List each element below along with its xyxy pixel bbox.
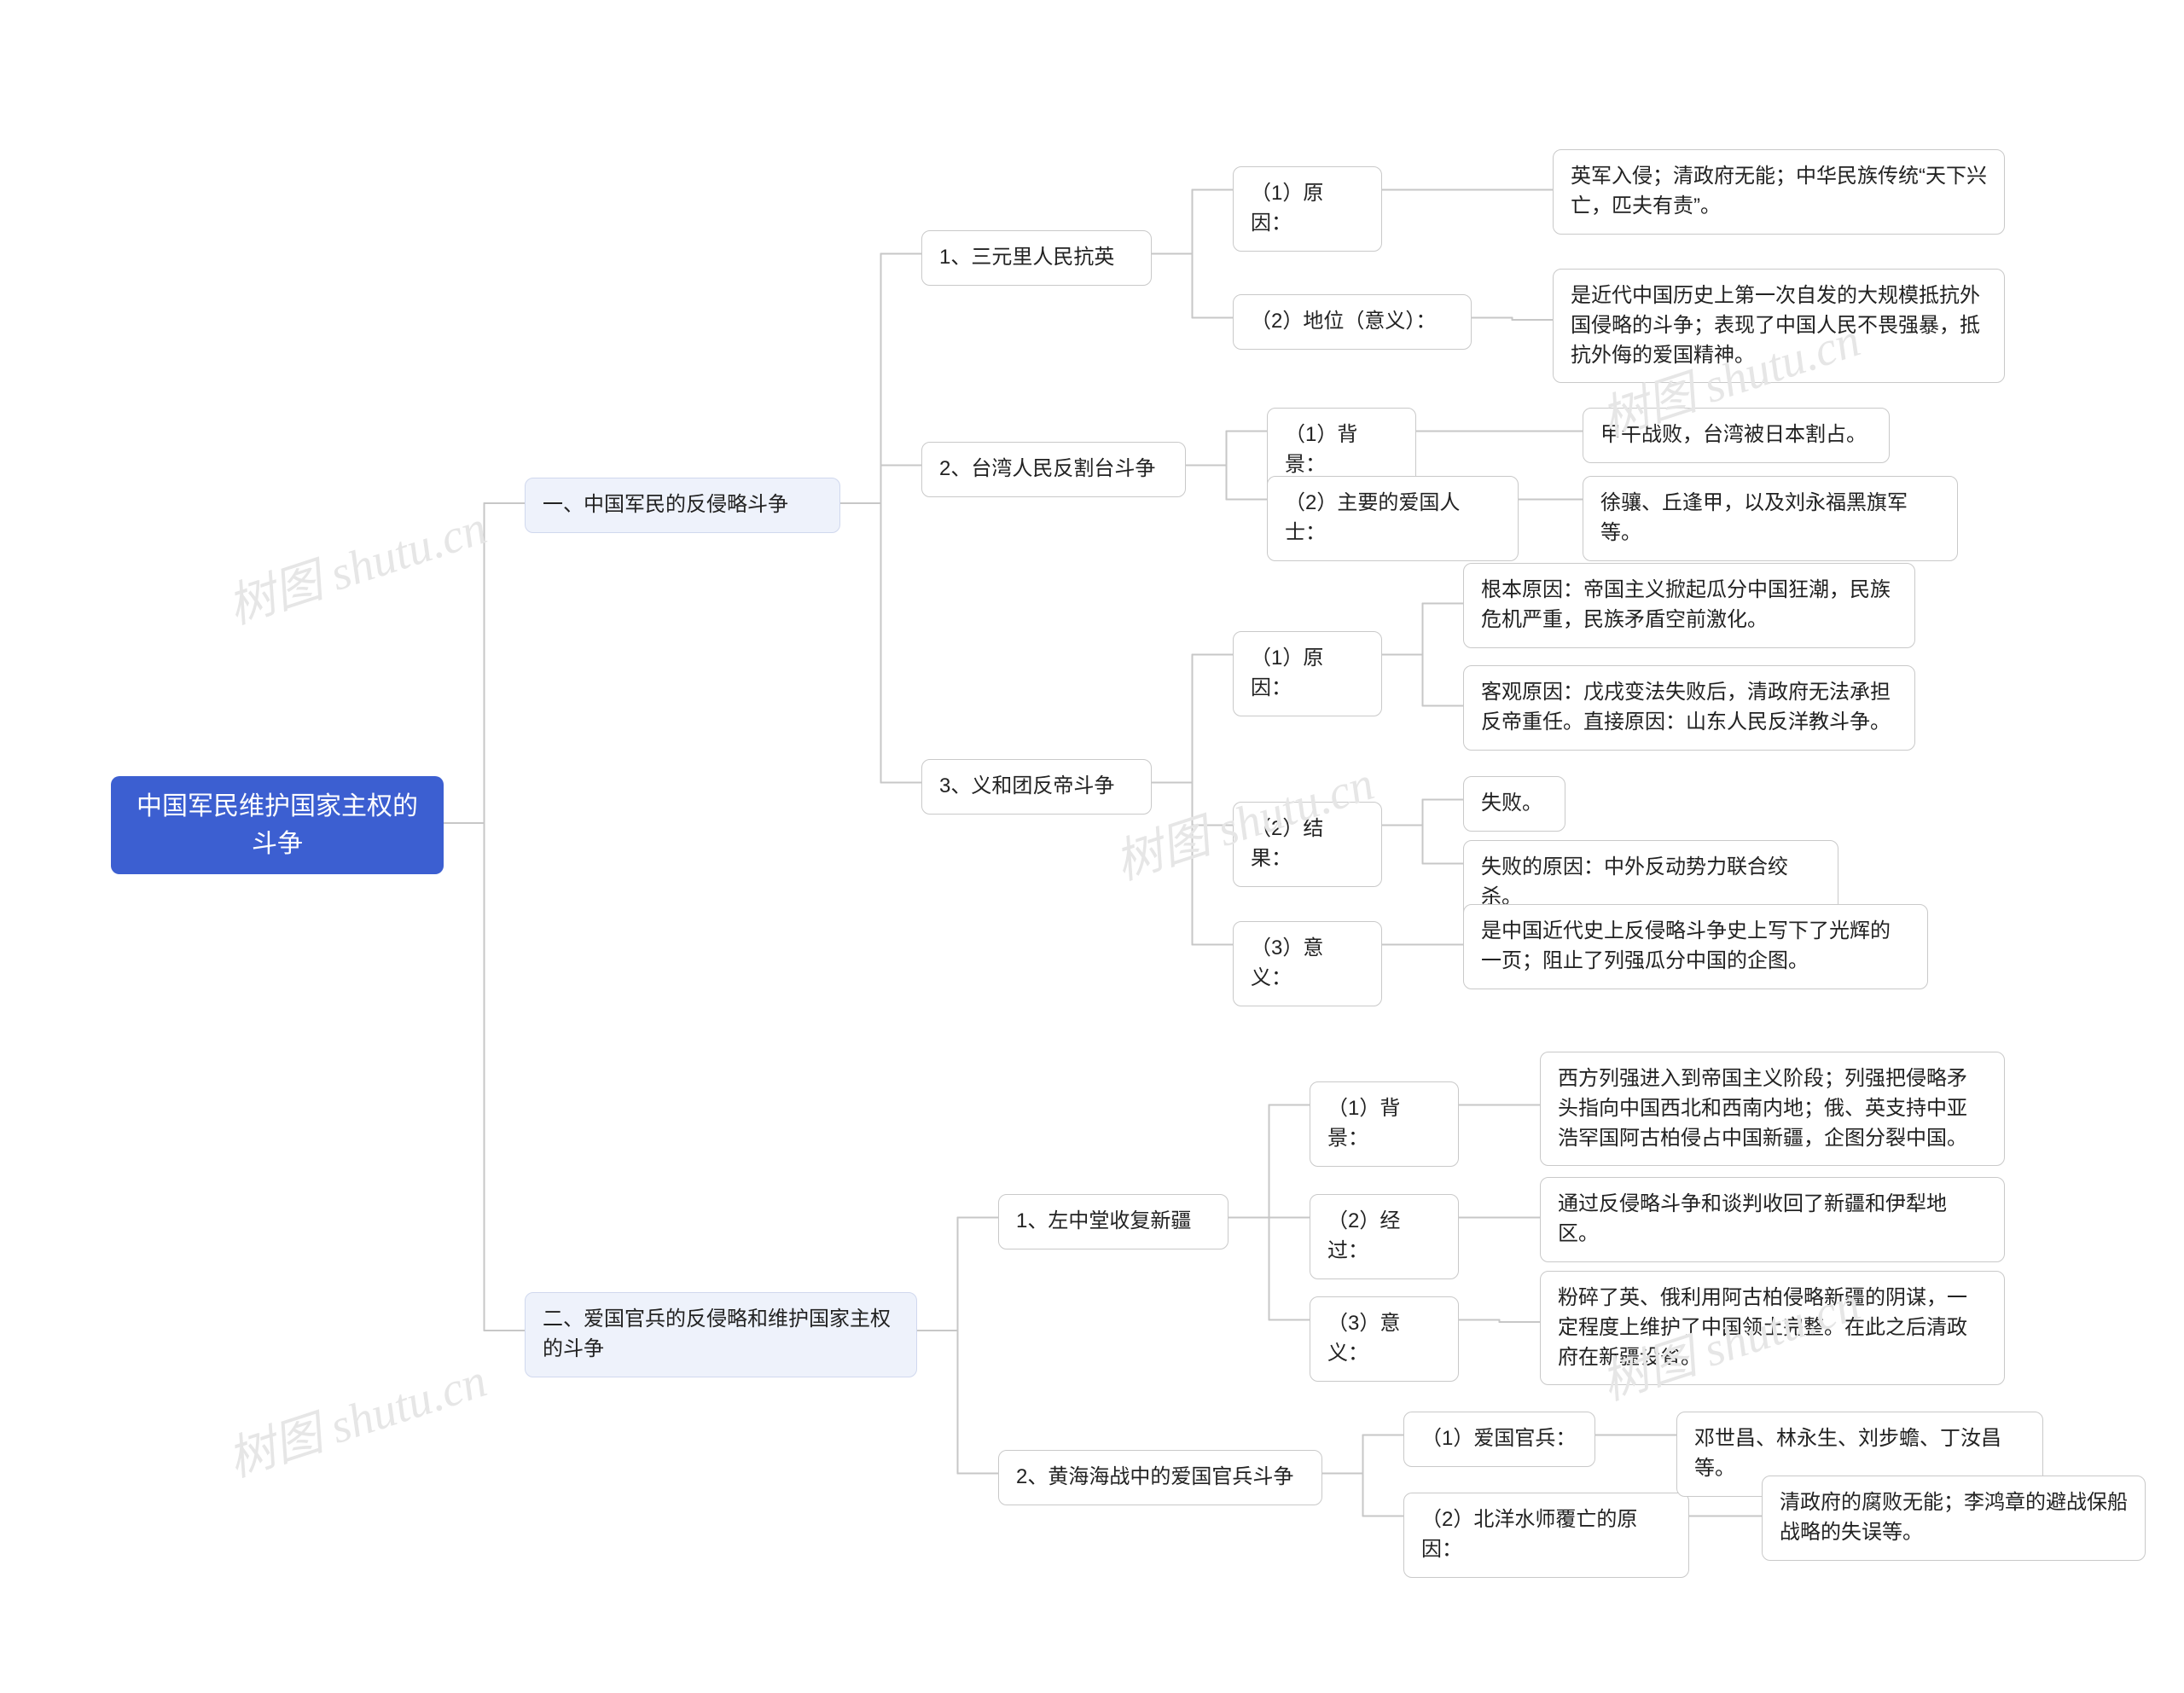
node-label: （2）经过：: [1327, 1207, 1441, 1267]
node-label: 甲午战败，台湾被日本割占。: [1600, 420, 1867, 450]
node-label: （2）北洋水师覆亡的原因：: [1421, 1505, 1671, 1565]
node-a1_1d: 英军入侵；清政府无能；中华民族传统“天下兴亡，匹夫有责”。: [1553, 149, 2005, 235]
node-a3: 3、义和团反帝斗争: [921, 759, 1152, 815]
node-b2: 2、黄海海战中的爱国官兵斗争: [998, 1450, 1322, 1505]
node-label: 2、台湾人民反割台斗争: [939, 455, 1155, 484]
node-label: 1、三元里人民抗英: [939, 243, 1114, 273]
node-a3_3: （3）意义：: [1233, 921, 1382, 1006]
node-a3_1d1: 根本原因：帝国主义掀起瓜分中国狂潮，民族危机严重，民族矛盾空前激化。: [1463, 563, 1915, 648]
node-a1_2: （2）地位（意义）：: [1233, 294, 1472, 350]
node-label: （3）意义：: [1251, 934, 1364, 994]
node-label: 1、左中堂收复新疆: [1016, 1207, 1191, 1237]
node-label: 是中国近代史上反侵略斗争史上写下了光辉的一页；阻止了列强瓜分中国的企图。: [1481, 917, 1910, 977]
node-label: （1）爱国官兵：: [1421, 1424, 1576, 1454]
node-b2_2: （2）北洋水师覆亡的原因：: [1403, 1493, 1689, 1578]
node-b2_1: （1）爱国官兵：: [1403, 1412, 1595, 1467]
node-label: （1）背景：: [1285, 420, 1398, 480]
node-label: 英军入侵；清政府无能；中华民族传统“天下兴亡，匹夫有责”。: [1571, 162, 1987, 222]
node-label: 根本原因：帝国主义掀起瓜分中国狂潮，民族危机严重，民族矛盾空前激化。: [1481, 576, 1897, 635]
node-s1: 一、中国军民的反侵略斗争: [525, 478, 840, 533]
node-label: 二、爱国官兵的反侵略和维护国家主权的斗争: [543, 1305, 899, 1365]
node-b1: 1、左中堂收复新疆: [998, 1194, 1228, 1249]
node-label: 失败。: [1481, 789, 1542, 819]
node-label: 一、中国军民的反侵略斗争: [543, 490, 788, 520]
node-label: （1）背景：: [1327, 1094, 1441, 1154]
node-a3_2d1: 失败。: [1463, 776, 1565, 832]
watermark: 树图 shutu.cn: [218, 1342, 494, 1490]
node-a1_2d: 是近代中国历史上第一次自发的大规模抵抗外国侵略的斗争；表现了中国人民不畏强暴，抵…: [1553, 269, 2005, 383]
node-s2: 二、爱国官兵的反侵略和维护国家主权的斗争: [525, 1292, 917, 1377]
node-label: （1）原因：: [1251, 179, 1364, 239]
node-b2_2d: 清政府的腐败无能；李鸿章的避战保船战略的失误等。: [1762, 1476, 2146, 1561]
node-b1_3d: 粉碎了英、俄利用阿古柏侵略新疆的阴谋，一定程度上维护了中国领土完整。在此之后清政…: [1540, 1271, 2005, 1385]
node-b1_2d: 通过反侵略斗争和谈判收回了新疆和伊犁地区。: [1540, 1177, 2005, 1262]
node-label: （1）原因：: [1251, 644, 1364, 704]
node-b1_1d: 西方列强进入到帝国主义阶段；列强把侵略矛头指向中国西北和西南内地；俄、英支持中亚…: [1540, 1052, 2005, 1166]
node-label: （3）意义：: [1327, 1309, 1441, 1369]
node-a2_2d: 徐骧、丘逢甲，以及刘永福黑旗军等。: [1583, 476, 1958, 561]
node-label: （2）地位（意义）：: [1251, 307, 1436, 337]
node-b1_3: （3）意义：: [1310, 1296, 1459, 1382]
node-label: （2）主要的爱国人士：: [1285, 489, 1501, 548]
node-label: 徐骧、丘逢甲，以及刘永福黑旗军等。: [1600, 489, 1940, 548]
node-label: 2、黄海海战中的爱国官兵斗争: [1016, 1463, 1293, 1493]
node-label: 中国军民维护国家主权的斗争: [128, 788, 427, 862]
node-a3_1d2: 客观原因：戊戌变法失败后，清政府无法承担反帝重任。直接原因：山东人民反洋教斗争。: [1463, 665, 1915, 751]
node-a3_3d: 是中国近代史上反侵略斗争史上写下了光辉的一页；阻止了列强瓜分中国的企图。: [1463, 904, 1928, 989]
node-label: 是近代中国历史上第一次自发的大规模抵抗外国侵略的斗争；表现了中国人民不畏强暴，抵…: [1571, 281, 1987, 370]
node-label: 3、义和团反帝斗争: [939, 772, 1114, 802]
node-label: 客观原因：戊戌变法失败后，清政府无法承担反帝重任。直接原因：山东人民反洋教斗争。: [1481, 678, 1897, 738]
watermark: 树图 shutu.cn: [218, 489, 494, 637]
node-label: 粉碎了英、俄利用阿古柏侵略新疆的阴谋，一定程度上维护了中国领土完整。在此之后清政…: [1558, 1284, 1987, 1372]
node-b1_2: （2）经过：: [1310, 1194, 1459, 1279]
node-a2_1d: 甲午战败，台湾被日本割占。: [1583, 408, 1890, 463]
node-label: 通过反侵略斗争和谈判收回了新疆和伊犁地区。: [1558, 1190, 1987, 1249]
node-a3_1: （1）原因：: [1233, 631, 1382, 716]
node-a2: 2、台湾人民反割台斗争: [921, 442, 1186, 497]
node-a1_1: （1）原因：: [1233, 166, 1382, 252]
node-a2_2: （2）主要的爱国人士：: [1267, 476, 1519, 561]
node-label: 西方列强进入到帝国主义阶段；列强把侵略矛头指向中国西北和西南内地；俄、英支持中亚…: [1558, 1064, 1987, 1153]
node-root: 中国军民维护国家主权的斗争: [111, 776, 444, 874]
node-a3_2: （2）结果：: [1233, 802, 1382, 887]
node-a1: 1、三元里人民抗英: [921, 230, 1152, 286]
node-label: 清政府的腐败无能；李鸿章的避战保船战略的失误等。: [1780, 1488, 2128, 1548]
node-b1_1: （1）背景：: [1310, 1081, 1459, 1167]
node-label: （2）结果：: [1251, 815, 1364, 874]
